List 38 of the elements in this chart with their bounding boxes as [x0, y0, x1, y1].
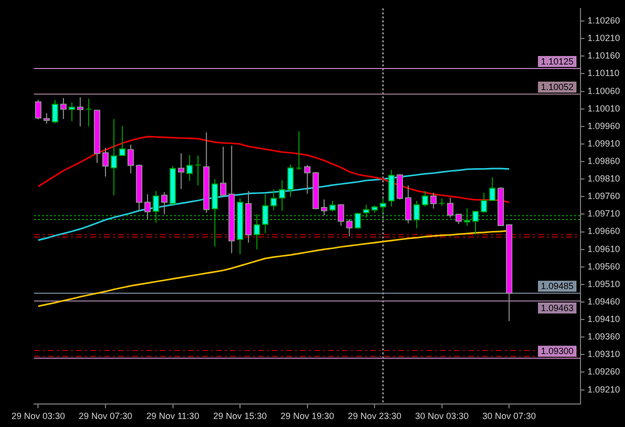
- y-tick-label: 1.09860: [587, 156, 620, 166]
- y-tick-label: 1.10010: [587, 103, 620, 114]
- y-tick-label: 1.09810: [587, 174, 620, 184]
- y-tick-label: 1.09460: [587, 296, 620, 306]
- x-tick-label: 29 Nov 15:30: [213, 411, 267, 422]
- x-tick-label: 29 Nov 07:30: [78, 411, 132, 422]
- ref-line-label: 1.09300: [540, 346, 574, 356]
- x-tick-label: 29 Nov 23:30: [348, 411, 402, 422]
- x-tick-label: 30 Nov 03:30: [415, 411, 469, 422]
- y-tick-label: 1.10110: [587, 68, 620, 78]
- y-tick-label: 1.09960: [587, 120, 620, 131]
- y-tick-label: 1.09910: [587, 138, 620, 148]
- candlestick: [194, 155, 202, 186]
- x-tick-label: 29 Nov 03:30: [11, 411, 65, 422]
- ref-line-label: 1.09485: [540, 281, 574, 292]
- y-tick-label: 1.09760: [587, 191, 620, 202]
- y-tick-label: 1.10060: [587, 86, 620, 96]
- ref-line-label: 1.09463: [540, 302, 574, 313]
- x-tick-label: 30 Nov 07:30: [482, 411, 536, 422]
- x-tick-label: 29 Nov 19:30: [280, 411, 334, 422]
- y-tick-label: 1.09210: [587, 384, 620, 394]
- y-tick-label: 1.09710: [587, 208, 620, 219]
- y-tick-label: 1.09510: [587, 278, 620, 289]
- y-tick-label: 1.09410: [587, 314, 620, 324]
- y-tick-label: 1.10210: [587, 33, 620, 44]
- x-tick-label: 29 Nov 11:30: [146, 411, 200, 422]
- y-tick-label: 1.09610: [587, 244, 620, 254]
- y-tick-label: 1.09360: [587, 332, 620, 342]
- y-tick-label: 1.09560: [587, 261, 620, 272]
- ref-line-label: 1.10052: [540, 82, 574, 92]
- ref-line-label: 1.10125: [540, 56, 574, 66]
- y-tick-label: 1.09660: [587, 226, 620, 236]
- y-tick-label: 1.09260: [587, 366, 620, 377]
- y-tick-label: 1.10160: [587, 50, 620, 61]
- y-tick-label: 1.09310: [587, 349, 620, 360]
- candlestick: [296, 130, 302, 170]
- candlestick: [85, 98, 92, 127]
- y-tick-label: 1.10260: [587, 16, 620, 26]
